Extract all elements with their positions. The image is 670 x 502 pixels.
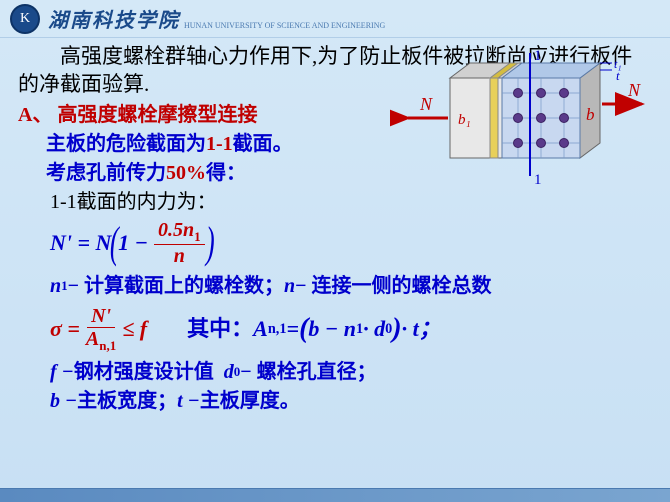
label-N-left: N	[419, 94, 433, 114]
lp: (	[299, 311, 308, 347]
header-title: 湖南科技学院	[48, 4, 180, 33]
label-b1: b₁	[458, 112, 471, 128]
header: K 湖南科技学院 HUNAN UNIVERSITY OF SCIENCE AND…	[0, 0, 670, 38]
text: 考虑孔前传力	[46, 162, 166, 184]
where: 其中：	[187, 315, 253, 344]
num: N'	[87, 305, 115, 328]
paren-right: )	[205, 225, 214, 260]
text: 得：	[206, 162, 246, 184]
b: b − n	[308, 315, 356, 344]
paren-left: (	[110, 225, 119, 260]
desc-b: b − 主板宽度； t − 主板厚度。	[18, 388, 652, 414]
var: n	[50, 273, 61, 299]
sub: n,1	[268, 320, 287, 339]
num: 0.5n	[158, 219, 194, 241]
var: d	[214, 359, 234, 385]
text: − 计算截面上的螺栓数；	[68, 273, 284, 299]
text: 主板厚度。	[200, 388, 300, 414]
text: 主板的危险截面为	[46, 133, 206, 155]
le: ≤ f	[122, 315, 147, 344]
text: 主板宽度；	[77, 388, 177, 414]
sub: 1	[194, 229, 201, 244]
label-N-right: N	[627, 80, 641, 100]
sigma: σ =	[50, 315, 80, 344]
formula-sigma: σ = N' An,1 ≤ f 其中： An,1 = ( b − n1 · d0…	[18, 305, 652, 353]
university-logo: K	[10, 4, 40, 34]
label-b: b	[586, 105, 595, 124]
header-subtitle: HUNAN UNIVERSITY OF SCIENCE AND ENGINEER…	[184, 21, 385, 30]
section-title: 高强度螺栓摩擦型连接	[57, 104, 257, 126]
label-t: t	[616, 68, 620, 83]
label-1-bot: 1	[534, 172, 542, 188]
var: n	[284, 273, 295, 299]
sub: 1	[356, 320, 363, 339]
var: b −	[50, 388, 77, 414]
den: A	[86, 328, 99, 350]
bolt-connection-diagram: 1 1 N N b₁ b t₁ t	[390, 48, 650, 188]
text: 50%	[166, 162, 206, 184]
text: − 螺栓孔直径；	[240, 359, 376, 385]
sub: n,1	[99, 338, 116, 353]
text: 钢材强度设计值	[74, 359, 214, 385]
tail: · t；	[402, 315, 441, 344]
text: 截面。	[233, 133, 293, 155]
fraction: 0.5n1 n	[154, 219, 205, 267]
text: − 连接一侧的螺栓总数	[295, 273, 491, 299]
internal-force-line: 1-1截面的内力为：	[18, 189, 652, 215]
fraction: N' An,1	[82, 305, 120, 353]
one: 1 −	[118, 229, 148, 258]
var: t −	[177, 388, 200, 414]
section-marker: A、	[18, 104, 52, 126]
eq: =	[287, 315, 300, 344]
var: f −	[50, 359, 74, 385]
footer-decoration	[0, 488, 670, 502]
den: n	[170, 245, 189, 267]
rp: )	[392, 311, 401, 347]
text: 1-1	[206, 133, 233, 155]
desc-f: f − 钢材强度设计值 d0 − 螺栓孔直径；	[18, 359, 652, 385]
dot: · d	[363, 315, 385, 344]
desc-n: n1 − 计算截面上的螺栓数； n − 连接一侧的螺栓总数	[18, 273, 652, 299]
lhs: N' = N	[50, 229, 111, 258]
formula-n-prime: N' = N ( 1 − 0.5n1 n )	[18, 219, 652, 267]
label-1-top: 1	[534, 48, 542, 64]
A: A	[253, 315, 268, 344]
